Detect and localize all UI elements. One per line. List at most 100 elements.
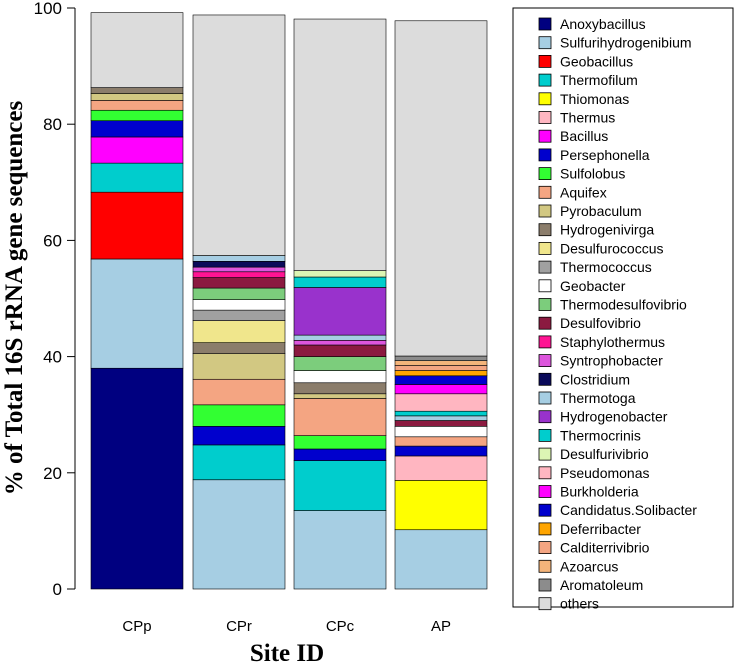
bar-segment-thermodesulfovibrio-cpr	[192, 287, 286, 300]
legend-swatch	[538, 447, 552, 461]
legend-swatch	[538, 129, 552, 143]
legend-label: Anoxybacillus	[560, 16, 646, 32]
legend-swatch	[538, 391, 552, 405]
legend-label: Thermodesulfovibrio	[560, 297, 687, 313]
bar-segment-pyrobaculum-cpc	[293, 393, 387, 399]
y-tick-label: 60	[43, 231, 62, 250]
bar-segment-syntrophobacter-cpr	[192, 266, 286, 273]
legend-label: Thermotoga	[560, 390, 636, 406]
bar-segment-thermocrinis-cpc	[293, 276, 387, 288]
legend-swatch	[538, 185, 552, 199]
x-tick-label: AP	[431, 618, 451, 635]
bar-segment-sulfurihydrogenibium-cpc	[293, 510, 387, 590]
legend-swatch	[538, 260, 552, 274]
bar-segment-aquifex-ap	[394, 436, 488, 447]
legend-swatch	[538, 522, 552, 536]
x-tick-label: CPc	[326, 618, 355, 635]
legend-swatch	[538, 167, 552, 181]
bar-segment-geobacter-cpr	[192, 299, 286, 311]
legend-swatch	[538, 36, 552, 50]
bar-segment-persephonella-cpr	[192, 426, 286, 446]
y-axis-label: % of Total 16S rRNA gene sequences	[1, 101, 28, 496]
bar-segment-thiomonas-ap	[394, 480, 488, 531]
bar-segment-persephonella-cpp	[90, 120, 184, 138]
legend-swatch	[538, 111, 552, 124]
bar-segment-pyrobaculum-cpr	[192, 353, 286, 380]
bar-segment-thermococcus-cpr	[192, 309, 286, 321]
bar-segment-sulfolobus-cpr	[192, 404, 286, 427]
legend-label: Pseudomonas	[560, 465, 650, 481]
legend-label: Thermocrinis	[560, 427, 641, 443]
legend-label: Bacillus	[560, 128, 608, 144]
bar-segment-clostridium-cpr	[192, 261, 286, 268]
bar-segment-aquifex-cpr	[192, 378, 286, 406]
bar-segment-azoarcus-ap	[394, 360, 488, 366]
bar-segment-desulfurivibrio-cpc	[293, 270, 387, 278]
bar-segment-thermofilum-cpr	[192, 444, 286, 481]
bar-segment-aquifex-cpc	[293, 398, 387, 436]
bar-segment-thermocrinis-ap	[394, 410, 488, 417]
bar-segment-thermus-ap	[394, 455, 488, 481]
legend-label: Thermococcus	[560, 259, 652, 275]
bar-segment-hydrogenobacter-cpc	[293, 287, 387, 336]
y-tick-label: 0	[53, 580, 62, 599]
legend-label: Azoarcus	[560, 558, 618, 574]
legend-label: Geobacillus	[560, 53, 633, 69]
legend-label: Candidatus.Solibacter	[560, 502, 697, 518]
legend-label: Desulfurococcus	[560, 240, 664, 256]
legend-label: Sulfurihydrogenibium	[560, 35, 692, 51]
legend-label: Thermofilum	[560, 72, 638, 88]
legend-swatch	[538, 578, 552, 592]
legend-label: Aquifex	[560, 184, 607, 200]
legend-swatch	[538, 316, 552, 330]
bar-segment-persephonella-ap	[394, 445, 488, 457]
legend-swatch	[538, 503, 552, 517]
legend-swatch	[538, 204, 552, 218]
legend-label: Hydrogenivirga	[560, 222, 654, 238]
y-tick-label: 20	[43, 464, 62, 483]
legend-label: Persephonella	[560, 147, 650, 163]
legend-label: Calditerrivibrio	[560, 540, 650, 556]
bar-segment-staphylothermus-cpr	[192, 271, 286, 278]
bar-segment-deferribacter-ap	[394, 370, 488, 377]
bar-segment-candidatus-solibacter-ap	[394, 375, 488, 385]
legend-swatch	[538, 148, 552, 162]
bar-segment-aromatoleum-ap	[394, 355, 488, 361]
legend: Anoxybacillus Sulfurihydrogenibium Geobaci…	[512, 7, 734, 612]
x-tick-labels: CPp CPr CPc AP	[122, 618, 451, 635]
legend-swatch	[538, 223, 552, 237]
bar-segment-bacillus-cpp	[90, 136, 184, 164]
legend-swatch	[538, 241, 552, 255]
bar-segment-hydrogenivirga-cpr	[192, 342, 286, 354]
legend-swatch	[538, 428, 552, 442]
bar-segment-syntrophobacter-cpc	[293, 340, 387, 346]
bar-segment-thermotoga-cpr	[192, 255, 286, 262]
legend-label: Deferribacter	[560, 521, 641, 537]
bar-segment-geobacter-cpc	[293, 370, 387, 384]
bar-segment-geobacillus-cpp	[90, 191, 184, 260]
legend-swatch	[538, 55, 552, 68]
bar-segment-pseudomonas-ap	[394, 393, 488, 412]
bar-segment-others-ap	[394, 20, 488, 357]
legend-label: Thermus	[560, 110, 615, 126]
bar-segment-thermofilum-cpc	[293, 460, 387, 511]
x-tick-label: CPr	[226, 618, 252, 635]
legend-label: others	[560, 596, 599, 612]
legend-swatch	[538, 410, 552, 424]
legend-swatch	[538, 485, 552, 498]
bar-segment-thermotoga-cpc	[293, 334, 387, 341]
legend-swatch	[538, 354, 552, 368]
bar-segment-aquifex-cpp	[90, 100, 184, 111]
bar-segment-desulfurococcus-cpr	[192, 320, 286, 343]
legend-label: Hydrogenobacter	[560, 409, 668, 425]
legend-swatch	[538, 597, 552, 611]
legend-label: Desulfurivibrio	[560, 446, 649, 462]
legend-label: Clostridium	[560, 371, 630, 387]
bar-segment-desulfovibrio-ap	[394, 420, 488, 427]
legend-label: Syntrophobacter	[560, 353, 663, 369]
legend-swatch	[538, 335, 552, 349]
legend-swatch	[538, 73, 552, 87]
bar-segment-sulfurihydrogenibium-cpr	[192, 479, 286, 590]
